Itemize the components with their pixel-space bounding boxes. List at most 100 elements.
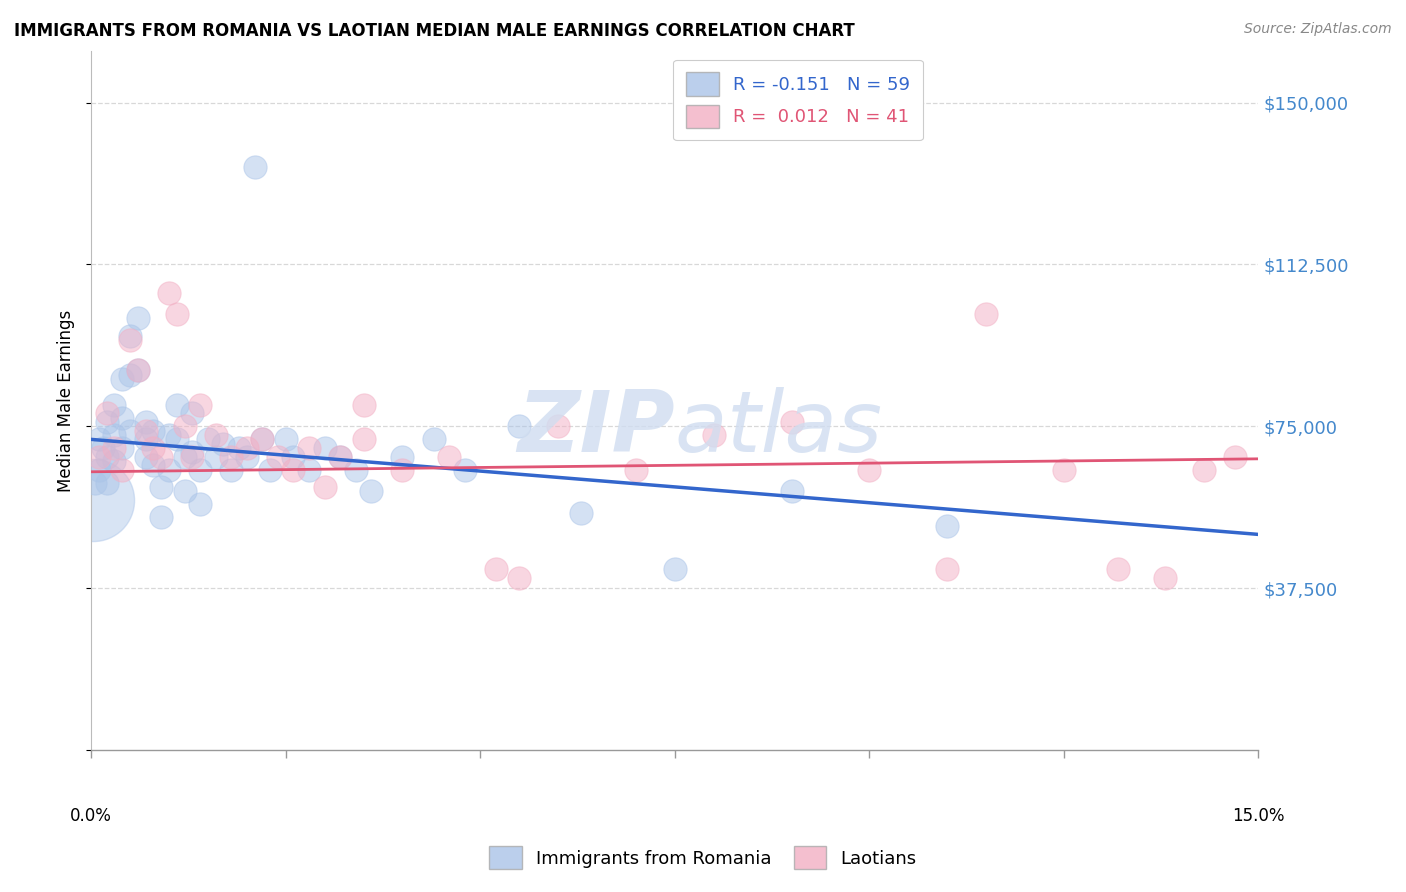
Point (120, 368, 142, 382)
Point (142, 424, 165, 438)
Point (219, 450, 242, 464)
Point (166, 398, 188, 412)
Text: Source: ZipAtlas.com: Source: ZipAtlas.com (1244, 22, 1392, 37)
Point (204, 428, 226, 442)
Point (329, 450, 352, 464)
Point (111, 410, 134, 425)
Point (91, 441, 114, 455)
Point (547, 419, 569, 434)
Point (150, 480, 173, 494)
Point (142, 458, 165, 473)
Point (298, 441, 321, 455)
Point (142, 441, 165, 455)
Point (135, 415, 157, 429)
Point (624, 462, 647, 476)
Point (329, 450, 352, 464)
Point (103, 454, 125, 468)
Point (82, 492, 104, 507)
Point (120, 424, 142, 438)
Point (391, 462, 413, 476)
Point (283, 462, 305, 476)
Point (181, 407, 204, 421)
Text: IMMIGRANTS FROM ROMANIA VS LAOTIAN MEDIAN MALE EARNINGS CORRELATION CHART: IMMIGRANTS FROM ROMANIA VS LAOTIAN MEDIA… (14, 22, 855, 40)
Point (87, 462, 110, 476)
Point (127, 363, 149, 377)
Point (111, 462, 134, 476)
Point (96, 415, 118, 429)
Point (228, 441, 250, 455)
Point (120, 333, 142, 347)
Point (353, 398, 375, 412)
Point (111, 372, 134, 386)
Point (197, 433, 219, 447)
Point (360, 484, 382, 499)
Point (236, 441, 259, 455)
Point (157, 428, 180, 442)
Text: 0.0%: 0.0% (70, 806, 112, 824)
Point (127, 311, 149, 326)
Point (173, 450, 195, 464)
Text: 15.0%: 15.0% (1232, 806, 1285, 824)
Point (314, 480, 336, 494)
Point (84, 475, 107, 490)
Y-axis label: Median Male Earnings: Median Male Earnings (58, 310, 75, 491)
Point (103, 398, 125, 412)
Point (936, 518, 959, 533)
Point (87, 433, 110, 447)
Point (1192, 462, 1215, 476)
Point (437, 450, 460, 464)
Point (150, 510, 173, 524)
Point (454, 462, 477, 476)
Point (127, 363, 149, 377)
Point (571, 506, 593, 520)
Legend: R = -0.151   N = 59, R =  0.012   N = 41: R = -0.151 N = 59, R = 0.012 N = 41 (673, 60, 922, 140)
Point (173, 419, 195, 434)
Point (422, 433, 444, 447)
Point (703, 428, 725, 442)
Point (188, 398, 211, 412)
Point (135, 450, 157, 464)
Point (111, 441, 134, 455)
Point (166, 307, 188, 321)
Point (236, 450, 259, 464)
Point (135, 424, 157, 438)
Point (298, 462, 321, 476)
Point (344, 462, 367, 476)
Point (780, 484, 803, 499)
Point (353, 433, 375, 447)
Point (181, 445, 204, 459)
Point (212, 436, 235, 450)
Point (181, 450, 204, 464)
Point (150, 450, 173, 464)
Text: ZIP: ZIP (517, 387, 675, 470)
Point (391, 450, 413, 464)
Point (936, 562, 959, 576)
Point (858, 462, 880, 476)
Point (1154, 571, 1177, 585)
Point (259, 462, 281, 476)
Point (103, 428, 125, 442)
Point (243, 161, 266, 175)
Point (135, 433, 157, 447)
Point (283, 450, 305, 464)
Point (173, 484, 195, 499)
Point (252, 433, 274, 447)
Point (664, 562, 686, 576)
Point (204, 450, 226, 464)
Point (157, 462, 180, 476)
Legend: Immigrants from Romania, Laotians: Immigrants from Romania, Laotians (481, 838, 925, 879)
Point (314, 441, 336, 455)
Point (87, 450, 110, 464)
Point (267, 450, 290, 464)
Text: atlas: atlas (675, 387, 883, 470)
Point (485, 562, 508, 576)
Point (508, 571, 530, 585)
Point (508, 419, 530, 434)
Point (252, 433, 274, 447)
Point (120, 328, 142, 343)
Point (96, 450, 118, 464)
Point (188, 462, 211, 476)
Point (103, 441, 125, 455)
Point (96, 407, 118, 421)
Point (1223, 450, 1246, 464)
